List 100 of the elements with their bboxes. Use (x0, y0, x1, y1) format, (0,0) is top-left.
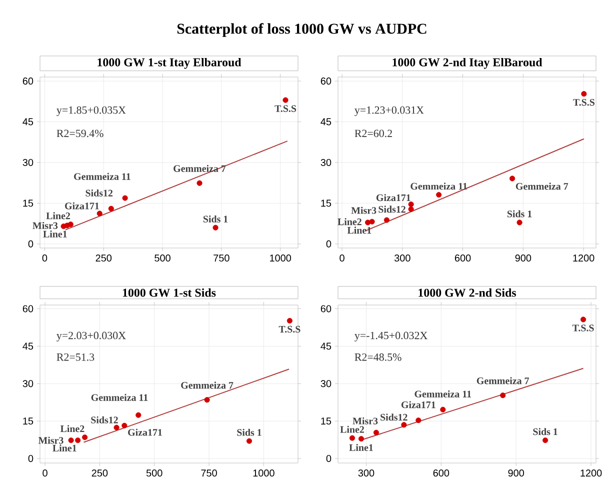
point (516, 220, 522, 226)
annotation: Sids 1 (507, 210, 532, 218)
annotation: R2=59.4% (56, 130, 104, 138)
y-tick-label: 15 (23, 418, 34, 425)
y-tick-label: 45 (22, 342, 34, 350)
point (246, 438, 252, 444)
annotation: Line2 (340, 426, 364, 433)
annotation: Line2 (338, 218, 362, 226)
y-tick-label: 60 (22, 305, 34, 312)
annotation: Misr3 (32, 222, 58, 229)
point (401, 422, 407, 428)
annotation: Gemmeiza 11 (414, 390, 472, 398)
y-tick-label: 60 (320, 78, 332, 85)
annotation: Gemmeiza 11 (410, 182, 467, 190)
annotation: Misr3 (352, 417, 378, 424)
annotation: T.S.S (274, 105, 296, 112)
point (75, 437, 81, 444)
x-tick-label: 1000 (270, 254, 292, 262)
y-tick-label: 60 (22, 78, 34, 85)
x-tick-label: 1200 (580, 470, 602, 477)
point (500, 392, 506, 398)
y-tick-label: 30 (320, 380, 332, 388)
point (384, 217, 390, 223)
chart-title: 1000 GW 1-st Sids (122, 288, 216, 297)
annotation: R2=60.2 (354, 130, 392, 138)
annotation: R2=48.5% (354, 353, 402, 361)
annotation: y=1.23+0.031X (354, 106, 424, 116)
y-tick-label: 15 (321, 200, 332, 207)
annotation: Sids 1 (533, 428, 558, 436)
annotation: Line2 (46, 212, 70, 220)
annotation: Gemmeiza 7 (174, 164, 226, 172)
y-tick-label: 30 (320, 158, 332, 166)
x-tick-label: 600 (454, 254, 471, 262)
point (509, 176, 516, 182)
x-tick-label: 250 (96, 254, 112, 262)
annotation: Line1 (43, 230, 67, 238)
point (122, 422, 128, 428)
annotation: T.S.S (573, 99, 594, 106)
point (282, 97, 288, 103)
x-tick-label: 1000 (253, 470, 274, 477)
annotation: Misr3 (351, 206, 376, 214)
annotation: Gemmeiza 11 (91, 394, 148, 401)
annotation: Gemmeiza 7 (516, 182, 568, 190)
point (286, 318, 292, 324)
y-tick-label: 0 (326, 240, 332, 248)
x-tick-label: 0 (42, 470, 48, 477)
annotation: Line1 (52, 444, 76, 452)
x-tick-label: 900 (508, 470, 524, 477)
annotation: T.S.S (278, 326, 300, 333)
point (82, 434, 88, 440)
x-tick-label: 300 (394, 254, 410, 262)
x-tick-label: 1200 (573, 254, 594, 262)
x-tick-label: 250 (92, 470, 108, 477)
chart-title: 1000 GW 1-st Itay Elbaroud (98, 58, 242, 69)
point (373, 430, 380, 436)
y-tick-label: 45 (320, 118, 332, 126)
text: Scatterplot of loss 1000 GW vs AUDPC (177, 23, 426, 37)
point (204, 397, 210, 403)
y-tick-label: 30 (22, 380, 34, 388)
chart-title: 1000 GW 2-nd Sids (418, 288, 516, 297)
point (122, 195, 128, 201)
x-tick-label: 600 (433, 470, 450, 477)
point (114, 424, 120, 430)
point (136, 412, 142, 418)
annotation: T.S.S (572, 324, 594, 332)
annotation: Line1 (347, 226, 372, 234)
annotation: Giza171 (401, 401, 436, 408)
annotation: Giza171 (128, 428, 162, 436)
x-tick-label: 900 (515, 254, 532, 262)
x-tick-label: 500 (154, 254, 170, 262)
x-tick-label: 0 (340, 254, 344, 262)
point (108, 206, 114, 212)
x-tick-label: 500 (146, 470, 162, 477)
y-tick-label: 60 (320, 305, 332, 312)
point (440, 406, 446, 412)
y-tick-label: 45 (22, 118, 34, 126)
y-tick-label: 15 (321, 418, 332, 425)
point (68, 437, 74, 444)
annotation: Gemmeiza 11 (74, 172, 130, 180)
point (436, 192, 442, 198)
point (581, 91, 587, 97)
point (416, 418, 422, 424)
annotation: y=1.85+0.035X (56, 106, 126, 116)
annotation: Sids12 (378, 206, 406, 213)
annotation: Giza171 (376, 194, 410, 202)
point (408, 206, 414, 212)
point (580, 316, 586, 322)
x-tick-label: 750 (201, 470, 217, 477)
point (96, 210, 102, 216)
chart-title: 1000 GW 2-nd Itay ElBaroud (392, 58, 542, 69)
annotation: Line2 (60, 425, 84, 432)
point (358, 436, 364, 442)
y-tick-label: 30 (22, 158, 34, 166)
annotation: Misr3 (38, 436, 64, 444)
y-tick-label: 0 (28, 454, 34, 462)
annotation: Gemmeiza 7 (181, 382, 234, 389)
point (64, 222, 70, 228)
x-tick-label: 300 (358, 470, 374, 477)
x-tick-label: 0 (42, 254, 48, 262)
x-tick-label: 750 (214, 254, 230, 262)
